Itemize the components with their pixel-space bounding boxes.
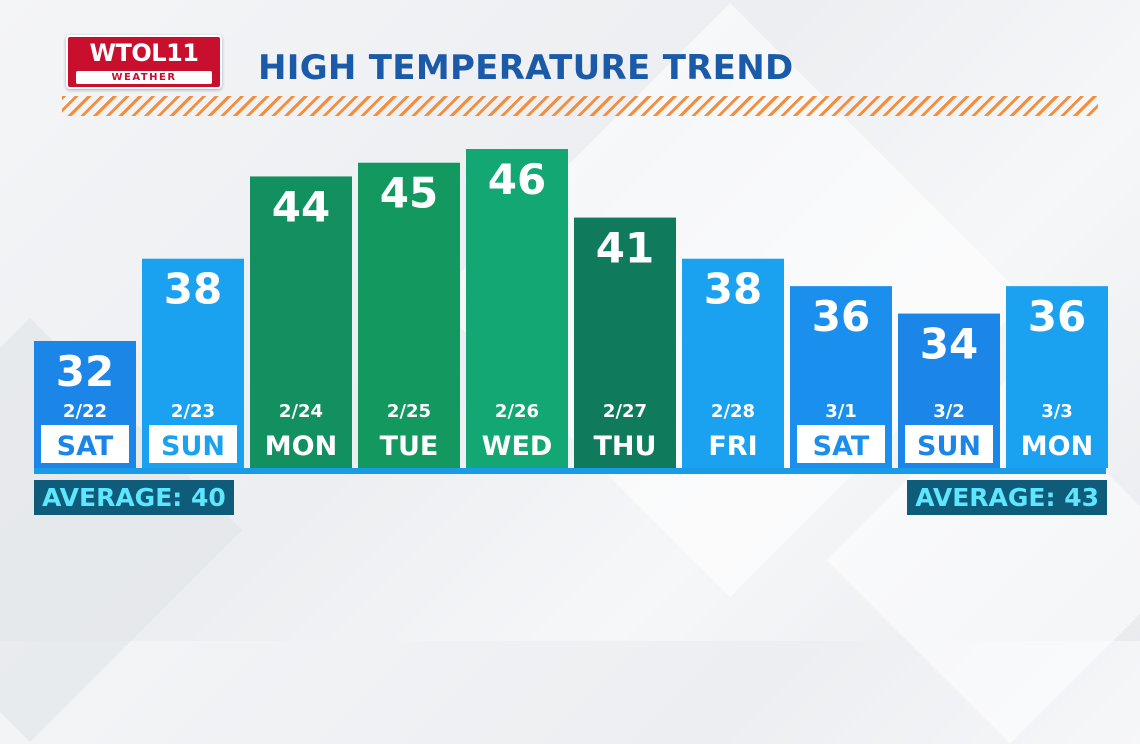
bar-6: [574, 217, 676, 468]
bar-day-label: WED: [482, 431, 553, 462]
average-label-left: AVERAGE: 40: [34, 480, 234, 515]
bar-value-label: 41: [596, 224, 654, 273]
bar-value-label: 38: [704, 265, 762, 314]
day-label-box: [905, 425, 993, 463]
bar-3: [250, 176, 352, 468]
bar-day-label: SUN: [917, 431, 981, 462]
logo-subtitle: WEATHER: [76, 71, 212, 84]
bar-date-label: 2/22: [63, 401, 107, 422]
bar-value-label: 46: [488, 155, 546, 204]
day-label-box: [41, 425, 129, 463]
bar-date-label: 2/25: [387, 401, 431, 422]
bar-date-label: 2/24: [279, 401, 323, 422]
bar-value-label: 36: [1028, 292, 1086, 341]
station-logo: WTOL11 WEATHER: [66, 35, 222, 89]
bar-value-label: 44: [272, 182, 330, 231]
bar-date-label: 3/3: [1041, 401, 1073, 422]
bar-value-label: 32: [56, 347, 114, 396]
average-label-right: AVERAGE: 43: [907, 480, 1107, 515]
bar-date-label: 3/1: [825, 401, 857, 422]
day-label-box: [797, 425, 885, 463]
bar-date-label: 3/2: [933, 401, 965, 422]
bar-date-label: 2/28: [711, 401, 755, 422]
day-label-box: [149, 425, 237, 463]
bar-day-label: FRI: [708, 431, 757, 462]
bar-day-label: THU: [594, 431, 657, 462]
bar-5: [466, 149, 568, 468]
bar-value-label: 38: [164, 265, 222, 314]
bar-date-label: 2/26: [495, 401, 539, 422]
chart-baseline: [34, 468, 1106, 474]
bar-value-label: 45: [380, 169, 438, 218]
bar-chart: 32 2/22 SAT 38 2/23 SUN 44 2/24 MON 45 2/25 TUE 46 2/…: [34, 149, 1108, 474]
bar-date-label: 2/23: [171, 401, 215, 422]
logo-wordmark: WTOL11: [89, 39, 199, 67]
bar-day-label: SUN: [161, 431, 225, 462]
bar-day-label: MON: [1021, 431, 1093, 462]
bar-7: [682, 258, 784, 468]
bar-day-label: MON: [265, 431, 337, 462]
bar-day-label: TUE: [380, 431, 439, 462]
bar-value-label: 36: [812, 292, 870, 341]
title-underline-stripe: [62, 96, 1098, 116]
bar-date-label: 2/27: [603, 401, 647, 422]
bar-day-label: SAT: [57, 431, 114, 462]
chart-title: HIGH TEMPERATURE TREND: [258, 48, 794, 88]
bar-day-label: SAT: [813, 431, 870, 462]
bar-4: [358, 162, 460, 468]
bar-10: [1006, 286, 1108, 468]
bar-value-label: 34: [920, 320, 978, 369]
